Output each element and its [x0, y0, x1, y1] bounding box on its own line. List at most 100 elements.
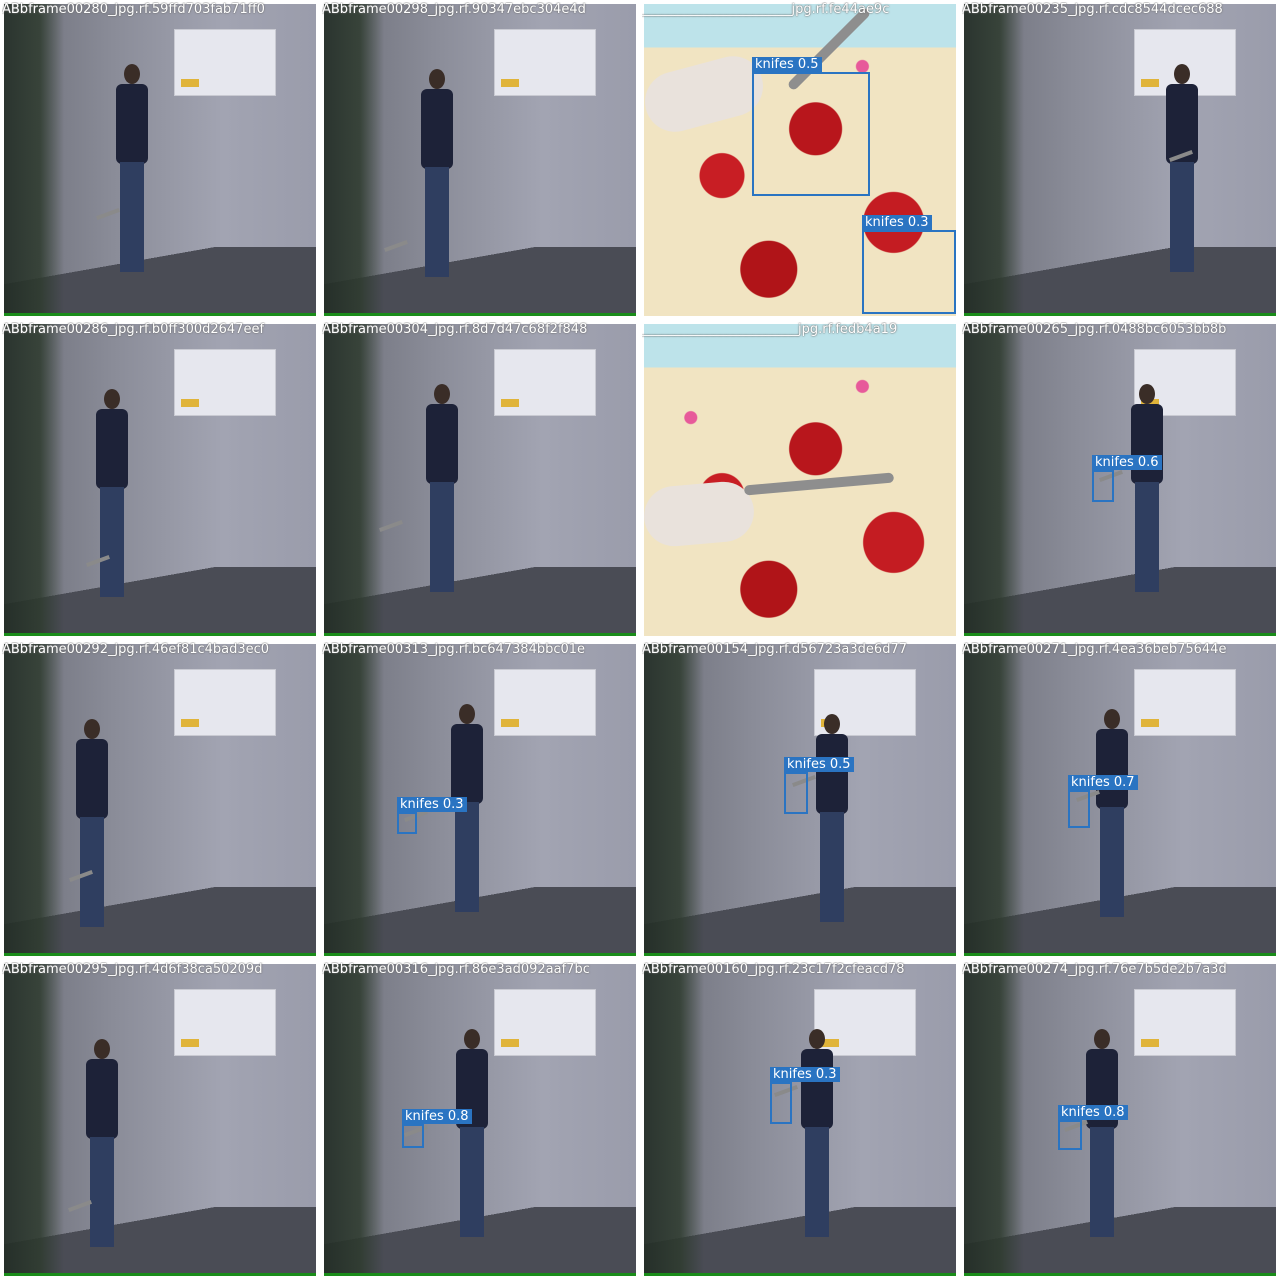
class-name: knifes — [1061, 1105, 1100, 1120]
room-photo — [644, 964, 956, 1276]
person — [114, 64, 150, 274]
detection-label: knifes 0.3 — [862, 215, 932, 230]
detection-label: knifes 0.3 — [770, 1067, 840, 1082]
knife — [743, 472, 895, 496]
confidence-score: 0.3 — [442, 797, 464, 812]
image-filename: ABbframe00304_jpg.rf.8d7d47c68f2f848 — [322, 322, 588, 337]
ground-line — [964, 633, 1276, 636]
class-name: knifes — [405, 1109, 444, 1124]
person — [94, 389, 130, 599]
ground-line — [4, 313, 316, 316]
person — [814, 714, 850, 924]
image-tile: ABbframe00292_jpg.rf.46ef81c4bad3ec0 — [0, 640, 320, 960]
class-name: knifes — [1095, 455, 1134, 470]
confidence-score: 0.5 — [829, 757, 851, 772]
plant — [324, 4, 384, 316]
ground-line — [644, 1273, 956, 1276]
ground-line — [964, 313, 1276, 316]
room-photo — [324, 964, 636, 1276]
image-filename: ABbframe00292_jpg.rf.46ef81c4bad3ec0 — [2, 642, 270, 657]
room-photo — [964, 4, 1276, 316]
image-filename: ABbframe00295_jpg.rf.4d6f38ca50209d — [2, 962, 263, 977]
detection-label: knifes 0.7 — [1068, 775, 1138, 790]
image-filename: ABbframe00298_jpg.rf.90347ebc304e4d — [322, 2, 586, 17]
room-photo — [4, 324, 316, 636]
plant — [324, 644, 384, 956]
wall-poster — [1134, 669, 1236, 736]
person — [424, 384, 460, 594]
room-photo — [324, 4, 636, 316]
room-photo — [4, 964, 316, 1276]
hand-with-knife — [644, 479, 757, 549]
image-tile: ABbframe00154_jpg.rf.d56723a3de6d77 knife… — [640, 640, 960, 960]
bedspread-photo — [644, 4, 956, 316]
detection-box — [784, 772, 808, 814]
plant — [4, 964, 64, 1276]
person — [74, 719, 110, 929]
image-tile: ABbframe00313_jpg.rf.bc647384bbc01e knife… — [320, 640, 640, 960]
plant — [324, 964, 384, 1276]
wall-poster — [494, 989, 596, 1056]
detection-box — [402, 1124, 424, 1148]
image-filename: _______________________jpg.rf.fe44ae9c — [642, 2, 890, 17]
image-tile: ABbframe00280_jpg.rf.59ffd703fab71ff0 — [0, 0, 320, 320]
image-filename: ABbframe00235_jpg.rf.cdc8544dcec688 — [962, 2, 1223, 17]
ground-line — [964, 1273, 1276, 1276]
plant — [964, 4, 1024, 316]
ground-line — [324, 313, 636, 316]
detection-label: knifes 0.5 — [752, 57, 822, 72]
wall-poster — [174, 349, 276, 416]
plant — [964, 644, 1024, 956]
plant — [4, 324, 64, 636]
room-photo — [964, 324, 1276, 636]
confidence-score: 0.8 — [1103, 1105, 1125, 1120]
image-filename: ABbframe00154_jpg.rf.d56723a3de6d77 — [642, 642, 907, 657]
ground-line — [964, 953, 1276, 956]
confidence-score: 0.6 — [1137, 455, 1159, 470]
room-photo — [4, 4, 316, 316]
image-tile: ABbframe00298_jpg.rf.90347ebc304e4d — [320, 0, 640, 320]
room-photo — [4, 644, 316, 956]
plant — [964, 964, 1024, 1276]
wall-poster — [494, 669, 596, 736]
room-photo — [324, 324, 636, 636]
person — [1164, 64, 1200, 274]
person — [799, 1029, 835, 1239]
plant — [4, 4, 64, 316]
plant — [324, 324, 384, 636]
ground-line — [4, 953, 316, 956]
image-filename: ABbframe00316_jpg.rf.86e3ad092aaf7bc — [322, 962, 590, 977]
image-filename: ABbframe00160_jpg.rf.23c17f2cfeacd78 — [642, 962, 905, 977]
class-name: knifes — [755, 57, 794, 72]
wall-poster — [494, 349, 596, 416]
image-tile: ABbframe00235_jpg.rf.cdc8544dcec688 — [960, 0, 1280, 320]
detection-box — [862, 230, 956, 314]
image-tile: ABbframe00274_jpg.rf.76e7b5de2b7a3d knife… — [960, 960, 1280, 1280]
class-name: knifes — [1071, 775, 1110, 790]
image-filename: ABbframe00265_jpg.rf.0488bc6053bb8b — [962, 322, 1227, 337]
bedspread-photo — [644, 324, 956, 636]
ground-line — [324, 633, 636, 636]
ground-line — [324, 953, 636, 956]
wall-poster — [814, 989, 916, 1056]
image-tile: ABbframe00304_jpg.rf.8d7d47c68f2f848 — [320, 320, 640, 640]
ground-line — [4, 1273, 316, 1276]
wall-poster — [174, 989, 276, 1056]
wall-poster — [494, 29, 596, 96]
ground-line — [4, 633, 316, 636]
detection-label: knifes 0.8 — [402, 1109, 472, 1124]
confidence-score: 0.3 — [815, 1067, 837, 1082]
wall-poster — [174, 29, 276, 96]
confidence-score: 0.5 — [797, 57, 819, 72]
room-photo — [644, 644, 956, 956]
person — [454, 1029, 490, 1239]
image-tile: ________________________jpg.rf.fedb4a19 — [640, 320, 960, 640]
image-tile: ABbframe00271_jpg.rf.4ea36beb75644e knife… — [960, 640, 1280, 960]
room-photo — [964, 964, 1276, 1276]
person — [1094, 709, 1130, 919]
detection-box — [752, 72, 870, 196]
plant — [4, 644, 64, 956]
